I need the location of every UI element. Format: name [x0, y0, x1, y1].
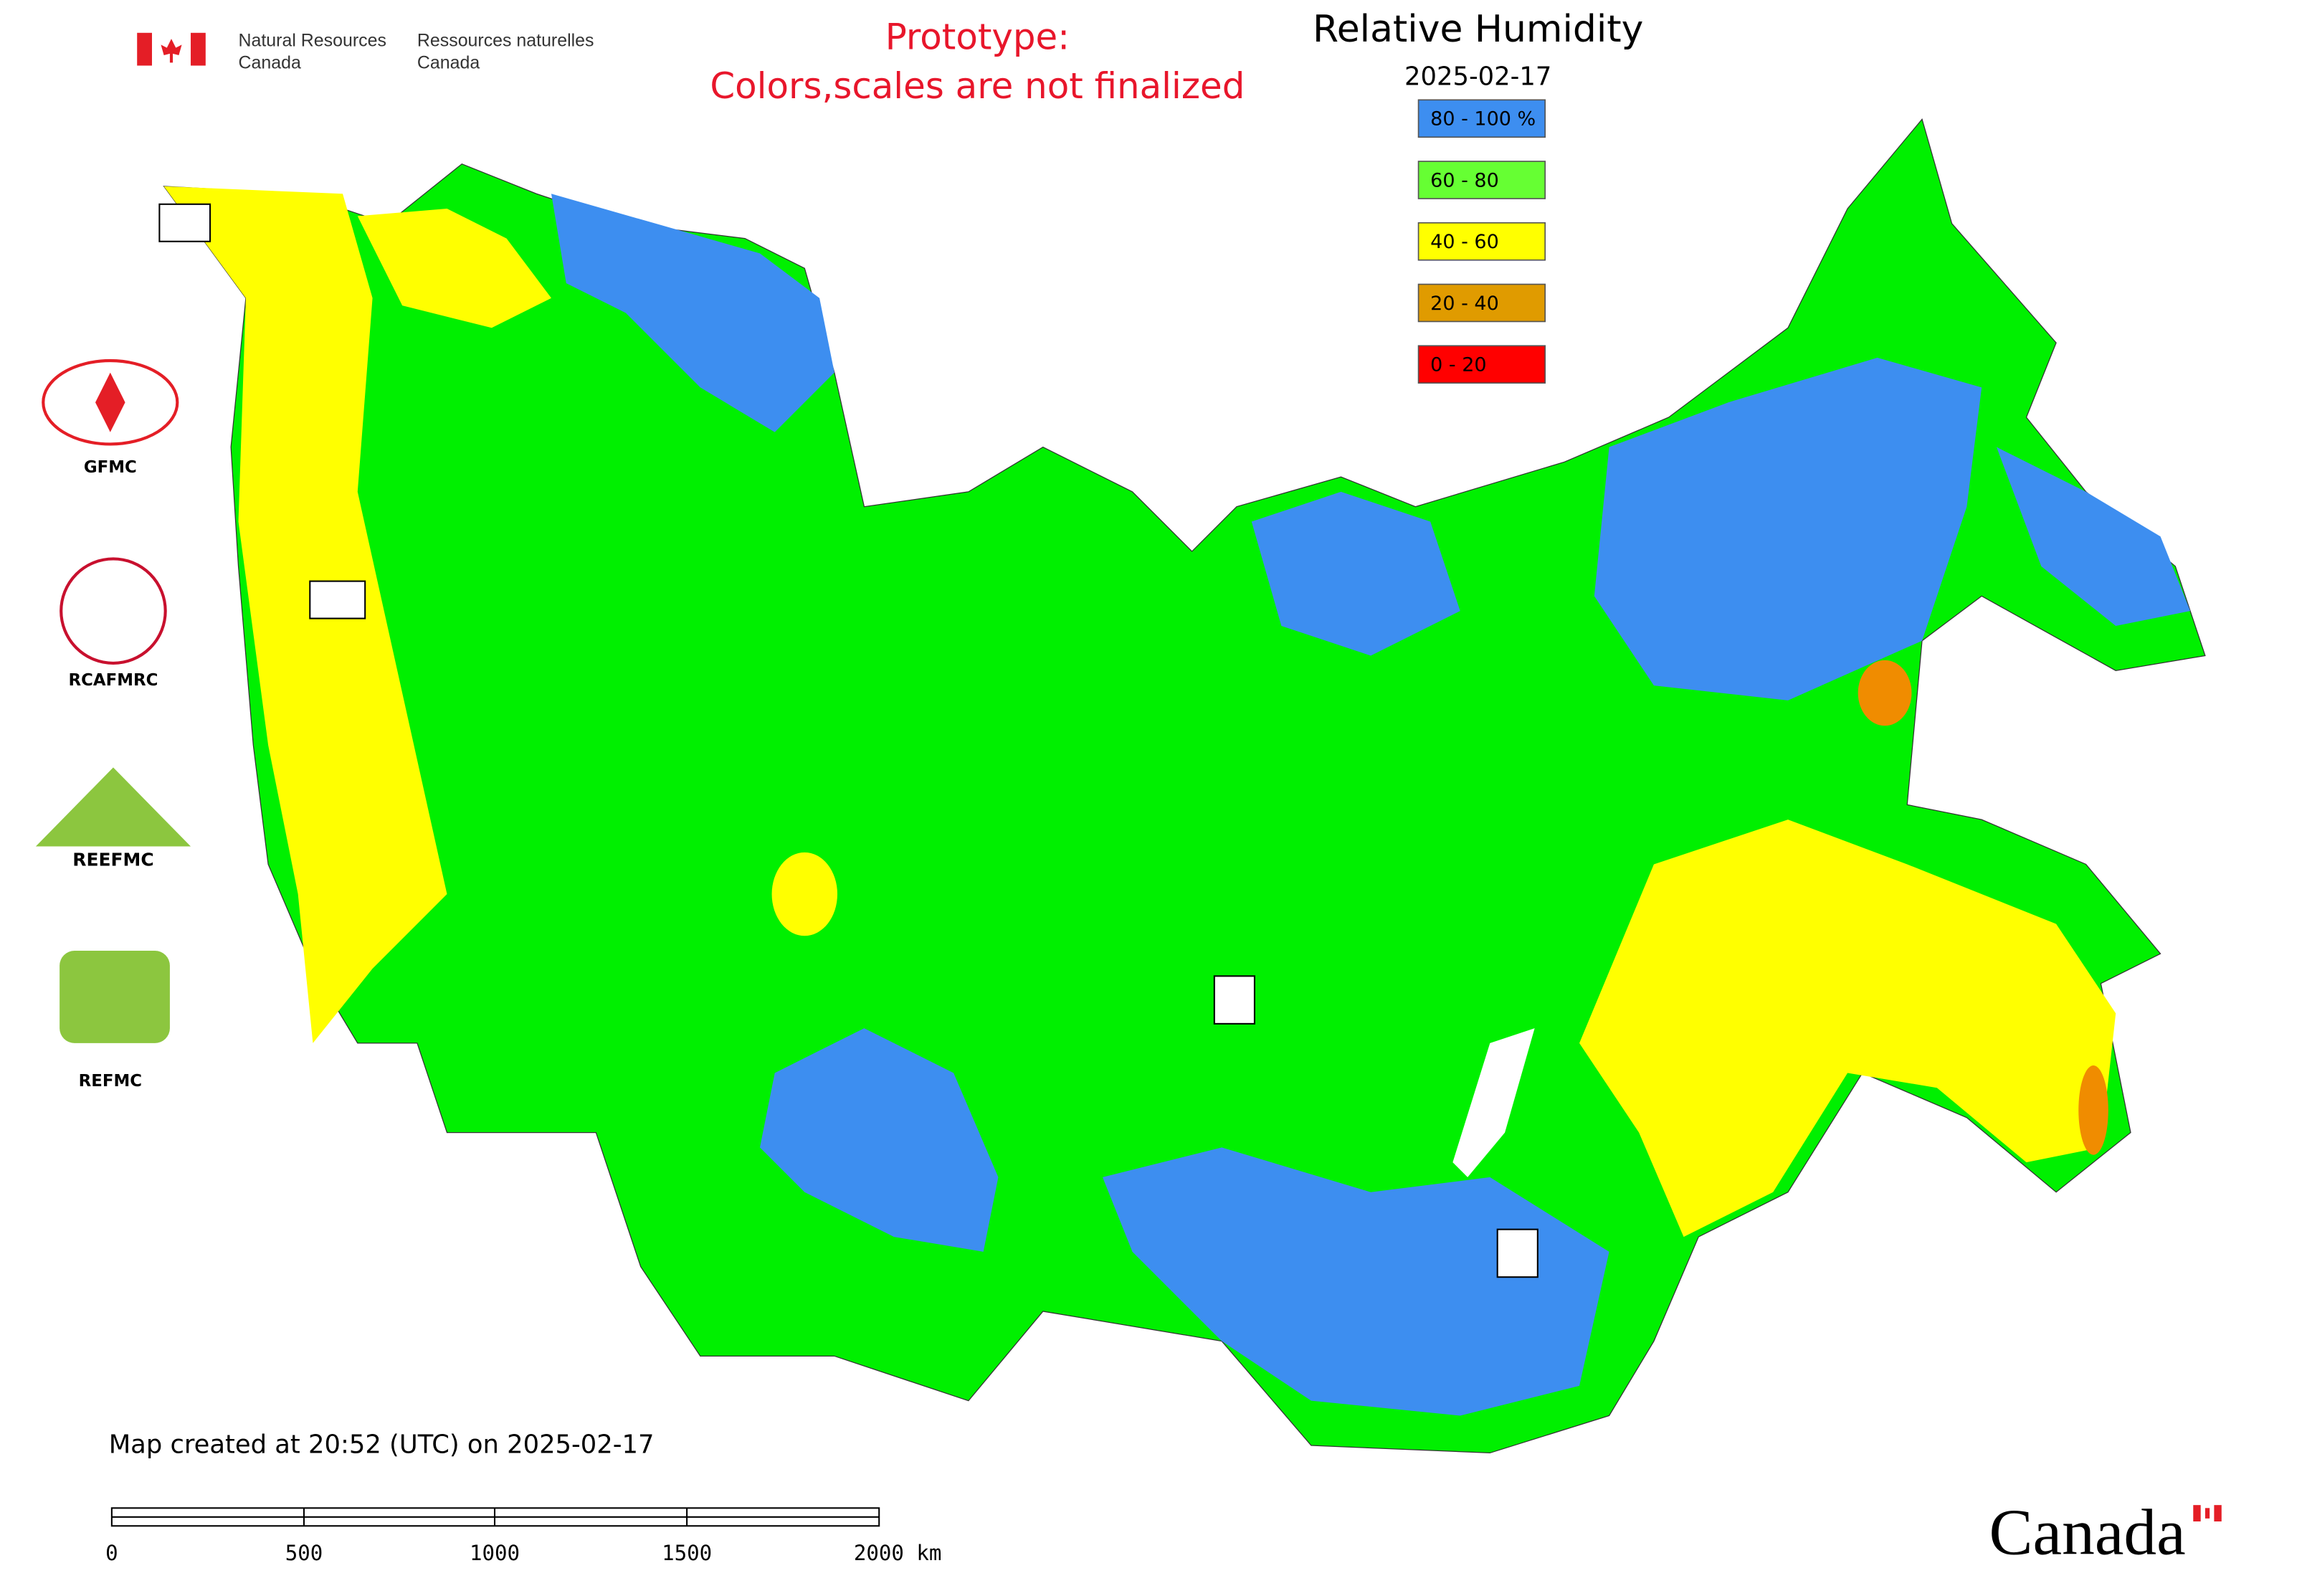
agency-en: Canada — [239, 53, 301, 73]
region-blue — [759, 1028, 999, 1252]
agency-en: Natural Resources — [239, 30, 386, 50]
agency-fr: Ressources naturelles — [417, 30, 594, 50]
flag-bar — [137, 32, 152, 66]
footer-note: Map created at 20:52 (UTC) on 2025-02-17 — [109, 1430, 655, 1459]
flag-bar — [2193, 1505, 2201, 1522]
region-blue — [1102, 1147, 1609, 1416]
logo-rcafmrc — [60, 557, 167, 665]
logo-label: GFMC — [84, 458, 137, 477]
partner-logos: GFMC RCAFMRC REEFMC REFMC — [35, 203, 1538, 1278]
logo-label: REFMC — [79, 1072, 142, 1091]
region-yellow — [771, 852, 838, 936]
legend-swatch — [1417, 222, 1546, 261]
wordmark-flag — [2193, 1505, 2222, 1522]
region-yellow — [357, 209, 551, 328]
legend-swatch — [1417, 99, 1546, 138]
logo-inset — [1496, 1228, 1538, 1278]
nrcan-signature: Natural Resources Canada Ressources natu… — [137, 30, 594, 73]
notice: Colors,scales are not finalized — [710, 65, 1245, 107]
legend-swatch — [1417, 345, 1546, 384]
region-orange — [1858, 660, 1912, 726]
legend-swatch — [1417, 283, 1546, 323]
lake — [1452, 1028, 1535, 1177]
legend-label: 60 - 80 — [1430, 169, 1499, 191]
region-yellow — [163, 186, 447, 1043]
logo-label: RCAFMRC — [69, 671, 158, 690]
logo-gfmc-flame — [95, 372, 125, 432]
region-blue — [1251, 491, 1460, 656]
agency-fr: Canada — [417, 53, 480, 73]
logo-inset — [309, 580, 366, 619]
region-orange — [2078, 1065, 2108, 1155]
scale-bar: 0 500 1000 1500 2000 km — [105, 1507, 942, 1565]
flag-bar — [2214, 1505, 2222, 1522]
scale-label: 2000 km — [854, 1541, 942, 1565]
legend-swatch — [1417, 161, 1546, 199]
scale-label: 1500 — [662, 1541, 712, 1565]
region-blue — [1996, 447, 2191, 626]
legend-label: 40 - 60 — [1430, 231, 1499, 253]
logo-inset — [1213, 975, 1255, 1025]
region-blue — [551, 194, 834, 432]
region-blue — [1594, 357, 1982, 700]
legend-label: 20 - 40 — [1430, 293, 1499, 315]
logo-refmc — [60, 951, 170, 1043]
scale-label: 0 — [105, 1541, 118, 1565]
logo-inset — [158, 203, 211, 242]
canada-wordmark: Canada — [1989, 1496, 2186, 1569]
landmass — [163, 118, 2206, 1454]
map-date: 2025-02-17 — [1404, 62, 1551, 92]
legend-label: 80 - 100 % — [1430, 108, 1536, 130]
logo-label: REEFMC — [72, 850, 153, 870]
legend: 80 - 100 % 60 - 80 40 - 60 20 - 40 0 - 20 — [1417, 99, 1546, 384]
flag-leaf — [161, 39, 182, 63]
scale-label: 500 — [285, 1541, 323, 1565]
logo-reefmc — [35, 767, 191, 847]
region-yellow — [1579, 820, 2116, 1238]
logo-gfmc — [42, 358, 179, 446]
notice: Prototype: — [885, 16, 1070, 58]
map-title: Relative Humidity — [1313, 8, 1643, 51]
scale-label: 1000 — [470, 1541, 520, 1565]
flag-leaf — [2205, 1508, 2210, 1519]
legend-label: 0 - 20 — [1430, 354, 1486, 376]
flag-bar — [191, 32, 206, 66]
